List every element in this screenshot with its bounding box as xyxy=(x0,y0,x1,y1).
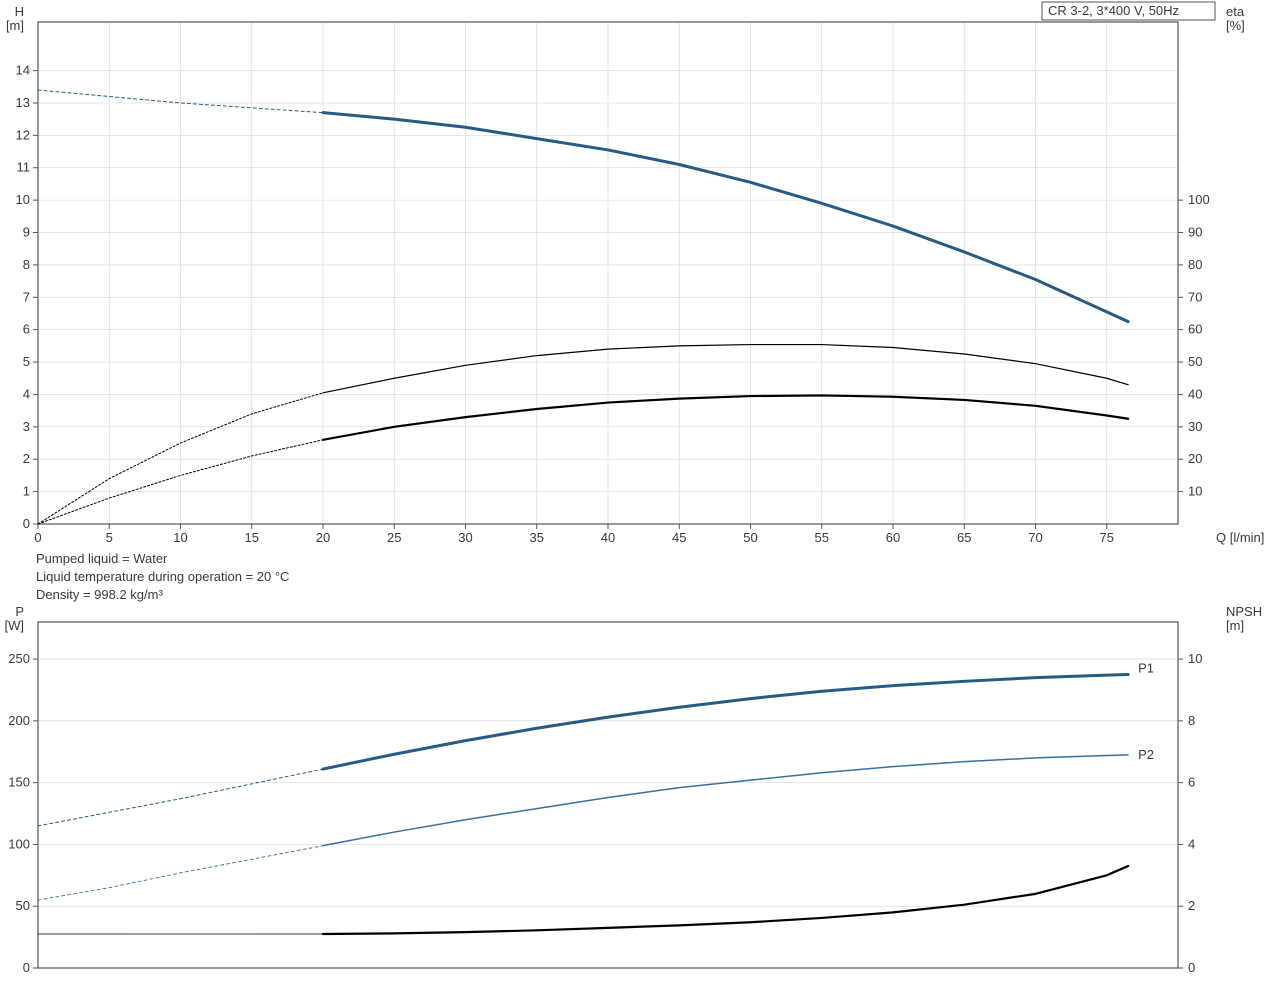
y-left-tick-label: 200 xyxy=(8,713,30,728)
info-line: Density = 998.2 kg/m³ xyxy=(36,587,163,602)
x-tick-label: 5 xyxy=(106,530,113,545)
y-right-tick-label: 0 xyxy=(1188,960,1195,975)
y-right-tick-label: 90 xyxy=(1188,225,1202,240)
x-tick-label: 60 xyxy=(886,530,900,545)
head-eta-chart-series-eta2_solid xyxy=(323,395,1128,439)
y-left-tick-label: 0 xyxy=(23,516,30,531)
y-left-tick-label: 8 xyxy=(23,257,30,272)
x-tick-label: 25 xyxy=(387,530,401,545)
y-right-tick-label: 6 xyxy=(1188,775,1195,790)
x-tick-label: 70 xyxy=(1028,530,1042,545)
power-npsh-chart-series-label-p2_solid: P2 xyxy=(1138,747,1154,762)
y-right-tick-label: 30 xyxy=(1188,419,1202,434)
power-npsh-chart-series-p2_dashed xyxy=(38,846,323,900)
y-right-axis-label: [m] xyxy=(1226,618,1244,633)
y-left-tick-label: 4 xyxy=(23,386,30,401)
y-right-tick-label: 8 xyxy=(1188,713,1195,728)
y-right-tick-label: 10 xyxy=(1188,484,1202,499)
y-left-tick-label: 6 xyxy=(23,322,30,337)
model-title-box: CR 3-2, 3*400 V, 50Hz xyxy=(1042,2,1215,20)
y-right-tick-label: 50 xyxy=(1188,354,1202,369)
y-right-tick-label: 100 xyxy=(1188,192,1210,207)
y-left-axis-label: P xyxy=(15,604,24,619)
x-tick-label: 45 xyxy=(672,530,686,545)
y-right-tick-label: 80 xyxy=(1188,257,1202,272)
y-right-axis-label: eta xyxy=(1226,4,1245,19)
y-left-tick-label: 14 xyxy=(16,63,30,78)
y-left-tick-label: 100 xyxy=(8,836,30,851)
power-npsh-chart-series-p1_solid xyxy=(323,675,1128,770)
x-tick-label: 50 xyxy=(743,530,757,545)
y-right-tick-label: 4 xyxy=(1188,836,1195,851)
x-tick-label: 65 xyxy=(957,530,971,545)
power-npsh-chart-series-label-p1_solid: P1 xyxy=(1138,661,1154,676)
y-left-tick-label: 7 xyxy=(23,289,30,304)
y-left-axis-label: H xyxy=(15,4,24,19)
x-tick-label: 30 xyxy=(458,530,472,545)
power-npsh-chart-series-npsh_solid xyxy=(323,866,1128,934)
y-right-tick-label: 10 xyxy=(1188,651,1202,666)
y-left-tick-label: 9 xyxy=(23,225,30,240)
x-tick-label: 55 xyxy=(815,530,829,545)
y-left-tick-label: 13 xyxy=(16,95,30,110)
y-left-tick-label: 12 xyxy=(16,127,30,142)
power-npsh-chart-frame xyxy=(38,622,1178,968)
pump-curve-figure: 0510152025303540455055606570750123456789… xyxy=(0,0,1280,996)
y-right-tick-label: 60 xyxy=(1188,322,1202,337)
x-tick-label: 15 xyxy=(245,530,259,545)
y-right-tick-label: 20 xyxy=(1188,451,1202,466)
power-npsh-chart-series-p1_dashed xyxy=(38,769,323,826)
power-npsh-chart-series-p2_solid xyxy=(323,755,1128,846)
y-left-tick-label: 3 xyxy=(23,419,30,434)
y-right-tick-label: 2 xyxy=(1188,898,1195,913)
y-left-tick-label: 10 xyxy=(16,192,30,207)
x-tick-label: 35 xyxy=(530,530,544,545)
y-left-tick-label: 5 xyxy=(23,354,30,369)
x-axis-label: Q [l/min] xyxy=(1216,530,1264,545)
info-line: Liquid temperature during operation = 20… xyxy=(36,569,289,584)
y-left-axis-label: [m] xyxy=(6,18,24,33)
y-left-tick-label: 2 xyxy=(23,451,30,466)
y-right-tick-label: 70 xyxy=(1188,289,1202,304)
y-left-axis-label: [W] xyxy=(5,618,25,633)
x-tick-label: 40 xyxy=(601,530,615,545)
model-title-text: CR 3-2, 3*400 V, 50Hz xyxy=(1048,3,1179,18)
y-right-axis-label: NPSH xyxy=(1226,604,1262,619)
head-eta-chart-series-head_solid xyxy=(323,113,1128,322)
y-left-tick-label: 0 xyxy=(23,960,30,975)
y-right-tick-label: 40 xyxy=(1188,386,1202,401)
y-left-tick-label: 1 xyxy=(23,484,30,499)
y-right-axis-label: [%] xyxy=(1226,18,1245,33)
y-left-tick-label: 11 xyxy=(17,160,31,175)
y-left-tick-label: 150 xyxy=(8,775,30,790)
y-left-tick-label: 50 xyxy=(16,898,30,913)
head-eta-chart-series-eta1_solid xyxy=(323,345,1128,393)
x-tick-label: 75 xyxy=(1100,530,1114,545)
x-tick-label: 20 xyxy=(316,530,330,545)
info-line: Pumped liquid = Water xyxy=(36,551,168,566)
x-tick-label: 10 xyxy=(173,530,187,545)
x-tick-label: 0 xyxy=(34,530,41,545)
y-left-tick-label: 250 xyxy=(8,651,30,666)
